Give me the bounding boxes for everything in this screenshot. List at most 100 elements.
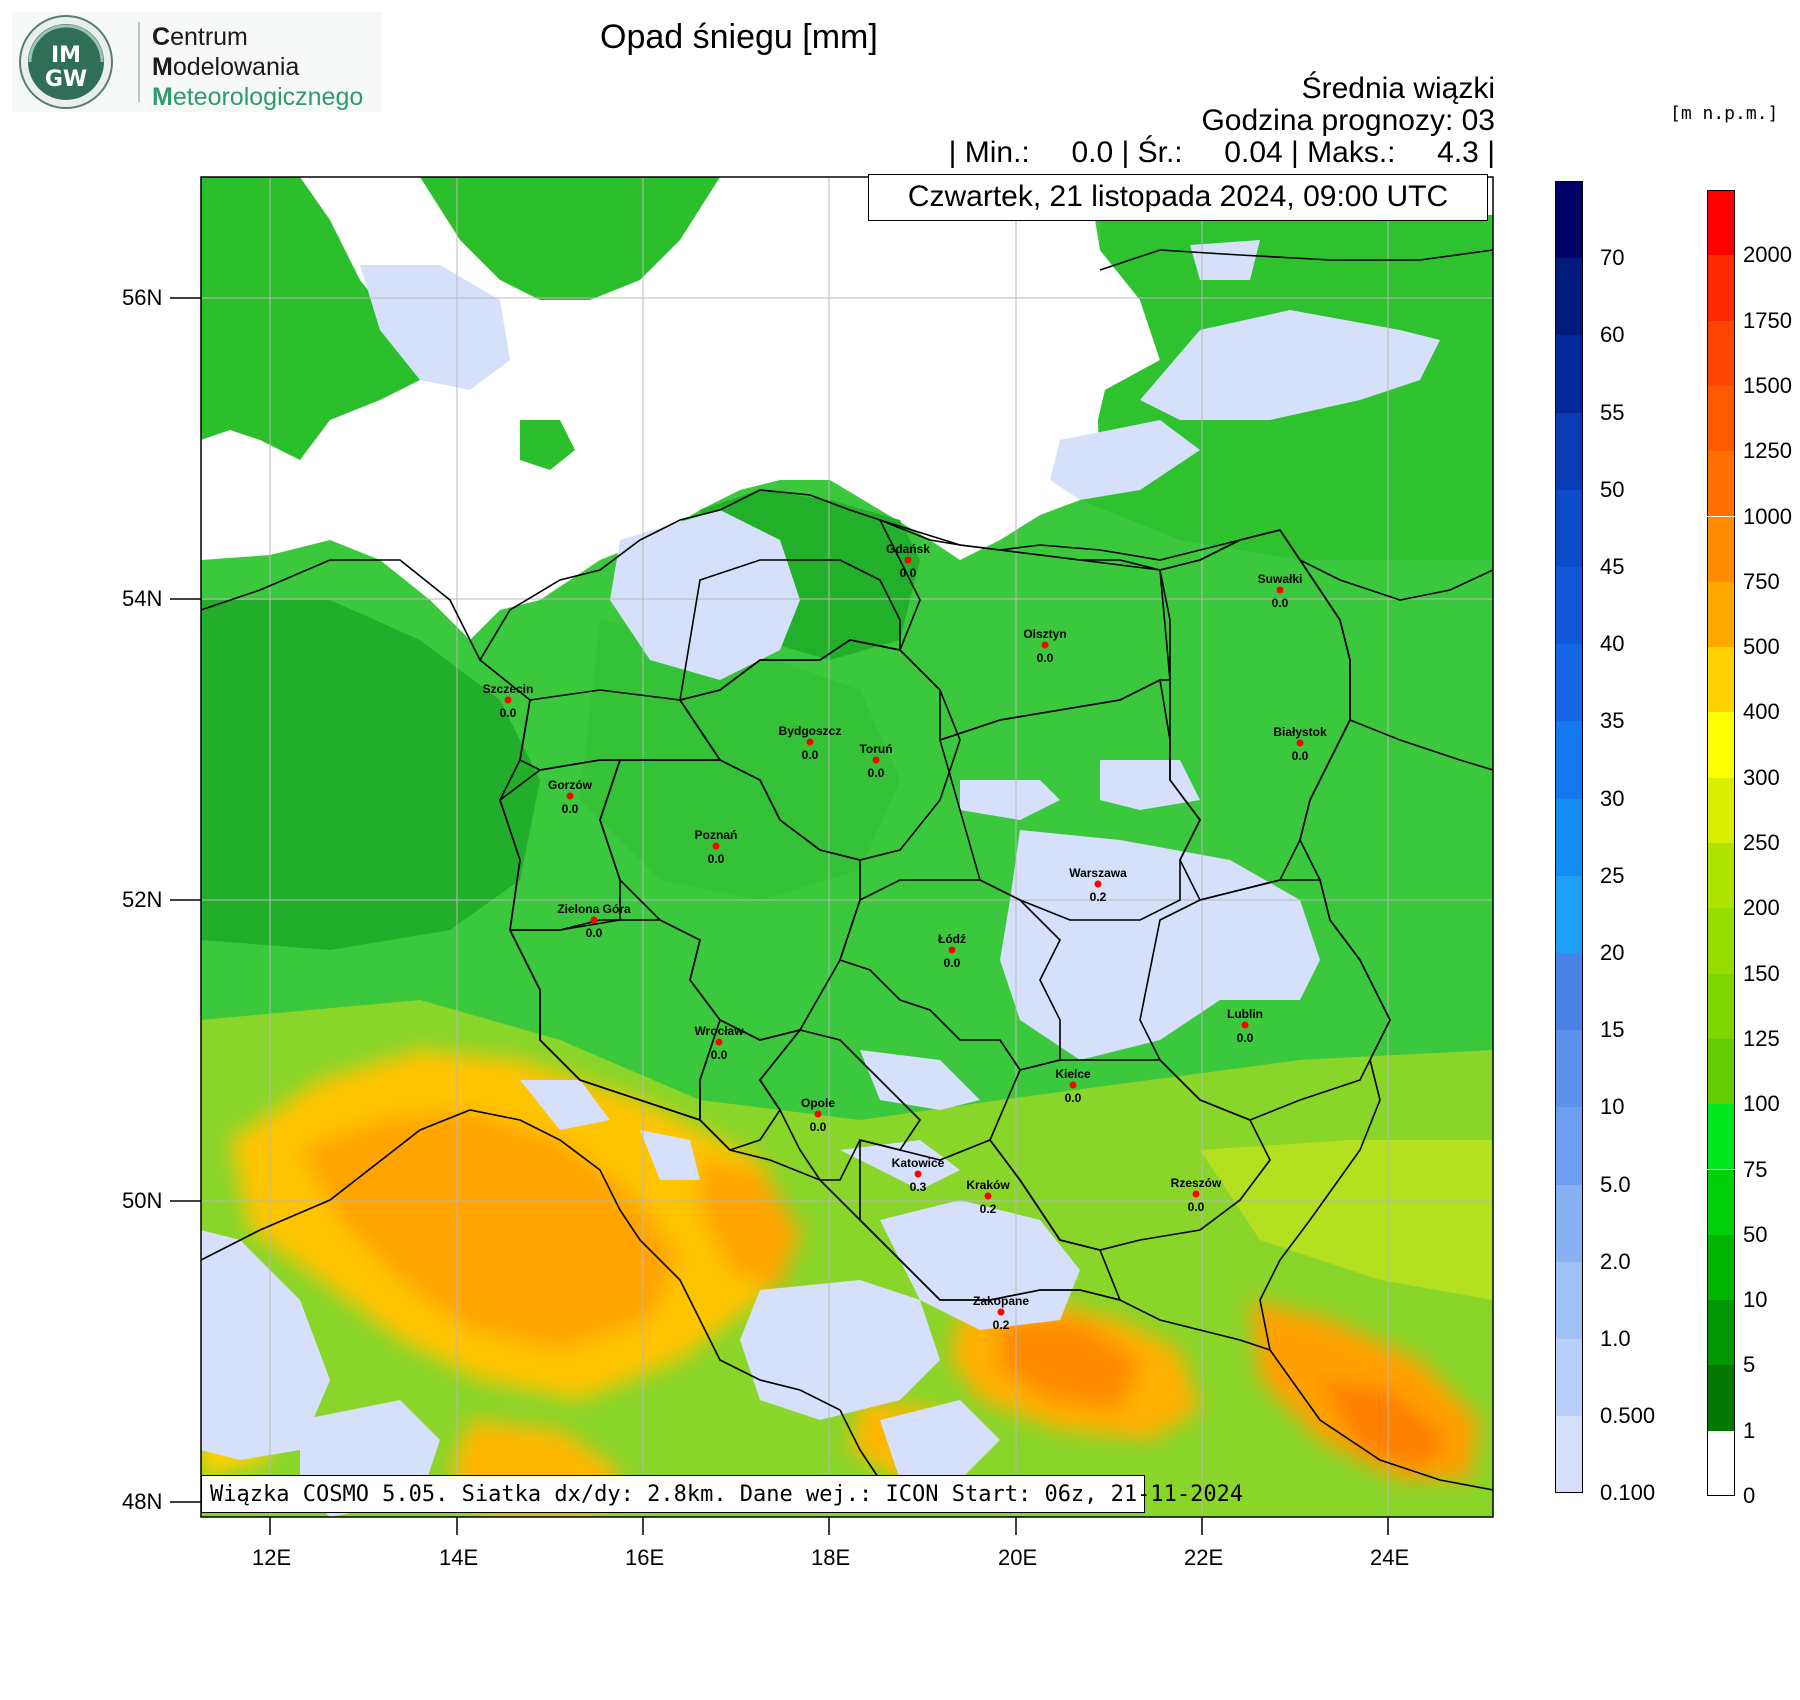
city-name: Zielona Góra [557,902,631,916]
elevation-colorbar-swatch [1707,320,1735,386]
lon-label-14: 14E [439,1545,479,1570]
city-dot-bialystok [1296,739,1304,747]
voiv-12 [519,689,722,771]
snow-colorbar-swatch [1555,1339,1583,1417]
city-name: Lublin [1227,1007,1263,1021]
city-value: 0.3 [909,1180,927,1194]
elevation-colorbar-tick-label: 1750 [1743,307,1792,333]
elevation-colorbar-swatch [1707,190,1735,256]
city-dot-gdansk [904,556,912,564]
elevation-colorbar-swatch [1707,255,1735,321]
city-value: 0.0 [867,766,885,780]
elevation-colorbar-tick-label: 750 [1743,568,1780,594]
land-denmark [201,300,290,395]
city-name: Toruń [859,742,893,756]
snow-colorbar-swatch [1555,1184,1583,1262]
city-dot-wroclaw [715,1038,723,1046]
lat-label-54: 54N [122,586,163,611]
elevation-colorbar-swatch [1707,1430,1735,1496]
elevation-colorbar-swatch [1707,1234,1735,1301]
emblem-text-top: IM [51,43,81,68]
model-info-label: Wiązka COSMO 5.05. Siatka dx/dy: 2.8km. … [201,1475,1243,1513]
kaliningrad-border [999,539,1241,561]
city-value: 0.0 [1036,651,1054,665]
snow-colorbar-swatch [1555,1261,1583,1339]
city-dot-zakopane [997,1308,1005,1316]
city-dot-bydgoszcz [806,738,814,746]
elevation-colorbar-swatch [1707,777,1735,843]
logo-org-name: Centrum Modelowania Meteorologicznego [152,23,364,111]
elevation-colorbar-swatch [1707,908,1735,974]
city-value: 0.0 [1187,1200,1205,1214]
foreign-border-ne [1299,559,1493,601]
snow-colorbar-tick-label: 70 [1600,245,1625,271]
snow-colorbar-swatch [1555,489,1583,567]
elevation-colorbar-swatch [1707,516,1735,582]
elevation-colorbar-tick-label: 250 [1743,830,1780,855]
city-dot-zielona-gora [590,916,598,924]
snow-colorbar-tick-label: 55 [1600,399,1625,425]
elevation-colorbar-swatch [1707,712,1735,778]
snow-colorbar-swatch [1555,181,1583,259]
city-value: 0.0 [561,802,579,816]
voiv-3 [599,759,861,1041]
map-frame [200,176,1494,1518]
city-name: Bydgoszcz [778,724,842,738]
snow-colorbar-tick-label: 30 [1600,785,1625,811]
voiv-7 [859,1138,1122,1302]
elevation-colorbar-tick-label: 1000 [1743,503,1792,529]
lon-label-12: 12E [252,1545,292,1570]
city-name: Poznań [694,828,738,842]
snow-colorbar-tick-label: 10 [1600,1094,1625,1120]
voiv-15 [679,559,901,702]
snow-colorbar-tick-label: 40 [1600,631,1625,657]
elevation-colorbar-tick-label: 200 [1743,895,1780,921]
elevation-colorbar-tick-label: 50 [1743,1221,1768,1247]
lon-label-22: 22E [1184,1545,1224,1570]
snow-colorbar-tick-label: 35 [1600,708,1625,734]
borders [201,249,1493,1511]
snow-colorbar-tick-label: 25 [1600,862,1625,888]
city-dot-opole [814,1110,822,1118]
dark-green-west [201,600,540,950]
lat-label-56: 56N [122,285,163,310]
snow-colorbar-swatch [1555,953,1583,1031]
city-value: 0.0 [1291,749,1309,763]
elevation-colorbar-swatch [1707,843,1735,909]
subtitle: Średnia wiązki [1301,72,1495,105]
city-value: 0.0 [1236,1031,1254,1045]
logo-divider [138,22,140,102]
elevation-colorbar-swatch [1707,581,1735,648]
elevation-colorbar-swatch [1707,385,1735,452]
city-name: Katowice [891,1156,945,1170]
city-value: 0.0 [585,926,603,940]
city-dot-torun [872,756,880,764]
snow-colorbar-swatch [1555,567,1583,645]
snow-colorbar-swatch [1555,258,1583,336]
city-markers [504,556,1304,1316]
snow-colorbar-tick-label: 60 [1600,322,1625,348]
city-name: Kraków [966,1178,1010,1192]
city-name: Białystok [1273,725,1327,739]
snow-colorbar-tick-label: 0.100 [1600,1480,1656,1506]
elevation-colorbar-tick-label: 0 [1743,1483,1756,1508]
elevation-colorbar-swatch [1707,1038,1735,1105]
snow-colorbar-tick-label: 0.500 [1600,1403,1656,1429]
snow-colorbar-tick-label: 1.0 [1600,1326,1631,1351]
elevation-colorbar-swatch [1707,647,1735,713]
snow-colorbar-swatch [1555,335,1583,413]
lat-label-48: 48N [122,1489,163,1514]
city-value: 0.0 [899,566,917,580]
city-value: 0.0 [1271,596,1289,610]
city-dot-lodz [948,946,956,954]
city-name: Zakopane [972,1294,1029,1308]
snow-colorbar-tick-label: 20 [1600,940,1625,965]
snow-areas [201,240,1440,1517]
snow-colorbar-swatch [1555,1416,1583,1494]
elevation-colorbar-tick-label: 10 [1743,1287,1768,1313]
snow-colorbar-tick-label: 15 [1600,1017,1625,1043]
snow-colorbar-swatch [1555,875,1583,953]
snow-colorbar-swatch [1555,644,1583,722]
elevation-colorbar-tick-label: 500 [1743,634,1780,660]
